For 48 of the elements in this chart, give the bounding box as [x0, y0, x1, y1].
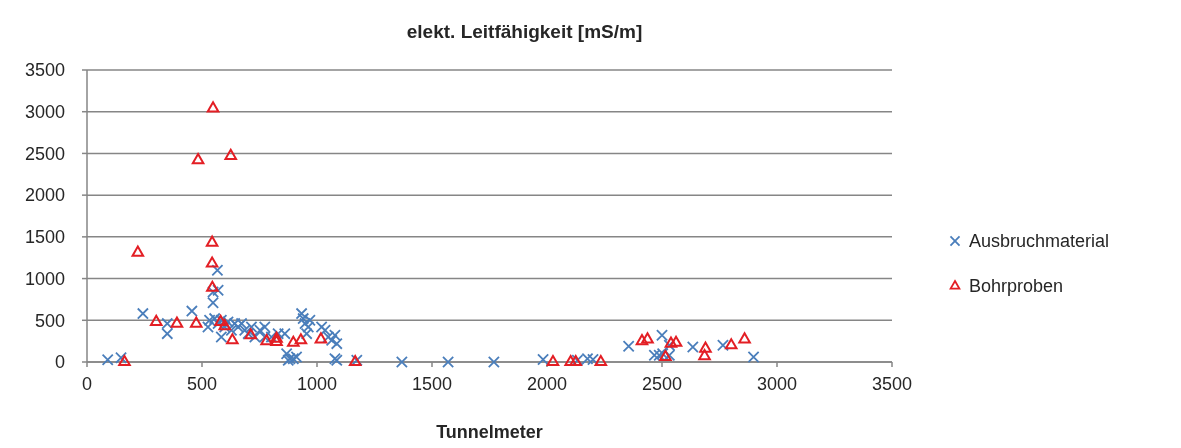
point	[699, 341, 712, 353]
point	[131, 245, 145, 257]
y-tick-label: 3500	[24, 60, 65, 81]
y-tick-label: 500	[34, 310, 65, 331]
x-tick-label: 500	[186, 374, 218, 394]
y-tick-label: 1500	[24, 227, 65, 248]
point	[594, 354, 608, 367]
point	[205, 235, 219, 247]
x-tick-label: 3000	[756, 374, 798, 394]
x-tick-label: 3500	[871, 374, 913, 394]
point	[206, 280, 219, 292]
point	[664, 336, 678, 348]
x-tick-label: 2500	[641, 374, 683, 394]
legend-label: Ausbruchmaterial	[969, 231, 1110, 252]
y-tick-label: 3000	[24, 102, 65, 123]
x-tick-label: 1500	[411, 374, 453, 394]
point	[738, 332, 751, 344]
point	[206, 101, 220, 113]
point	[205, 256, 219, 268]
point	[724, 338, 738, 350]
point	[226, 333, 239, 345]
y-tick-label: 0	[54, 352, 65, 373]
x-axis-title: Tunnelmeter	[436, 422, 543, 442]
y-tick-label: 2000	[24, 185, 65, 206]
x-tick-label: 0	[81, 374, 93, 394]
point	[669, 335, 683, 347]
point	[191, 153, 205, 165]
x-tick-label: 2000	[526, 374, 568, 394]
point	[149, 314, 163, 327]
point	[698, 349, 711, 361]
point	[564, 354, 577, 367]
y-tick-label: 1000	[24, 268, 65, 289]
point	[224, 148, 238, 160]
x-tick-label: 1000	[296, 374, 338, 394]
point	[546, 354, 560, 367]
point	[189, 316, 203, 328]
legend-label: Bohrproben	[969, 276, 1064, 297]
point	[294, 333, 308, 345]
chart-title: elekt. Leitfähigkeit [mS/m]	[406, 21, 643, 42]
point	[314, 332, 328, 344]
point	[260, 334, 273, 346]
point	[270, 331, 283, 343]
point	[287, 335, 300, 347]
point	[170, 316, 184, 328]
y-tick-label: 2500	[24, 143, 65, 164]
point	[635, 334, 649, 346]
point	[641, 332, 654, 344]
point	[270, 334, 283, 347]
